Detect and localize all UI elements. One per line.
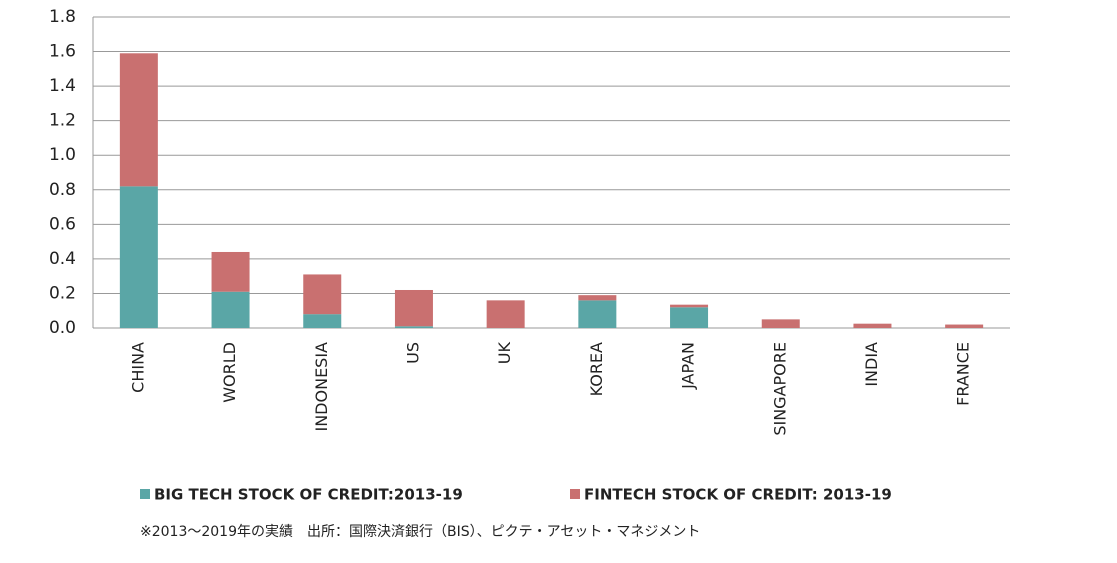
x-tick-label: US	[403, 342, 422, 364]
bar-segment	[853, 323, 892, 328]
legend-label: BIG TECH STOCK OF CREDIT:2013-19	[154, 486, 463, 504]
bar-segment	[211, 291, 250, 328]
bar-segment	[303, 274, 342, 315]
bar-segment	[394, 289, 433, 327]
y-tick-label: 0.2	[49, 283, 76, 303]
bar-segment	[670, 304, 709, 308]
note: ※2013～2019年の実績 出所：国際決済銀行（BIS）、ピクテ・アセット・マ…	[140, 524, 700, 540]
y-tick-label: 1.2	[49, 111, 76, 131]
y-tick-label: 0.4	[49, 249, 76, 269]
legend-swatch	[570, 489, 580, 499]
bar-segment	[303, 314, 342, 328]
y-tick-label: 1.0	[49, 145, 76, 165]
x-tick-label: SINGAPORE	[770, 342, 789, 436]
x-tick-label: FRANCE	[954, 342, 973, 406]
y-tick-label: 1.6	[49, 42, 76, 62]
x-tick-label: UK	[495, 341, 514, 364]
bar-segment	[578, 300, 617, 328]
x-tick-label: INDONESIA	[312, 342, 331, 432]
bar-segment	[578, 295, 617, 301]
x-tick-label: INDIA	[862, 342, 881, 387]
x-tick-label: CHINA	[128, 342, 147, 393]
bar-segment	[211, 251, 250, 292]
bar-segment	[394, 326, 433, 328]
bar-segment	[945, 324, 984, 328]
y-tick-label: 1.4	[49, 76, 76, 96]
legend-swatch	[140, 489, 150, 499]
bar-segment	[486, 300, 525, 328]
x-tick-label: WORLD	[220, 342, 239, 403]
y-tick-label: 1.8	[49, 7, 76, 27]
y-tick-label: 0.6	[49, 214, 76, 234]
bar-segment	[119, 53, 158, 187]
bar-segment	[670, 307, 709, 328]
bar-segment	[119, 186, 158, 328]
legend-label: FINTECH STOCK OF CREDIT: 2013-19	[584, 486, 892, 504]
y-tick-label: 0.0	[49, 318, 76, 338]
x-tick-label: KOREA	[587, 342, 606, 396]
y-tick-label: 0.8	[49, 180, 76, 200]
bar-segment	[761, 319, 800, 328]
x-tick-label: JAPAN	[679, 342, 698, 390]
